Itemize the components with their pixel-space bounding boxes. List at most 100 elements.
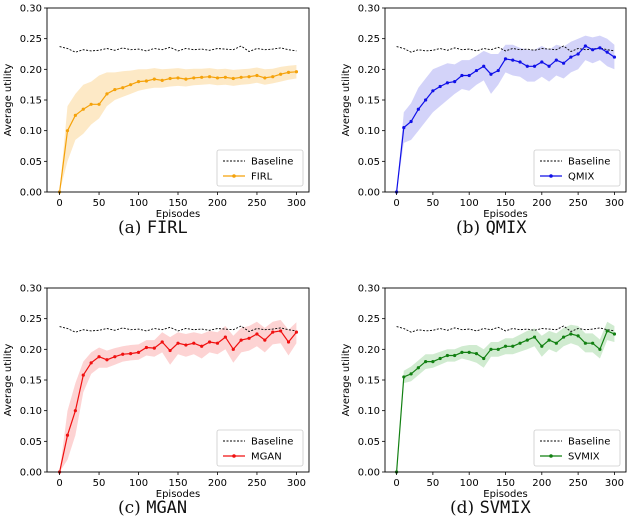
mgan-point xyxy=(247,337,250,340)
legend-baseline-label: Baseline xyxy=(251,437,293,448)
svmix-point xyxy=(569,332,572,335)
mgan-point xyxy=(240,339,243,342)
svmix-point xyxy=(591,342,594,345)
x-tick-label: 300 xyxy=(605,478,624,489)
qmix-point xyxy=(446,81,449,84)
mgan-point xyxy=(271,331,274,334)
mgan-point xyxy=(279,329,282,332)
x-tick-label: 100 xyxy=(460,478,479,489)
x-tick-label: 0 xyxy=(56,478,62,489)
mgan-point xyxy=(232,348,235,351)
firl-point xyxy=(74,114,77,117)
legend-svmix-label: SVMIX xyxy=(568,452,600,463)
y-tick-label: 0.15 xyxy=(358,96,380,107)
qmix-point xyxy=(460,74,463,77)
mgan-point xyxy=(121,353,124,356)
qmix-point xyxy=(453,80,456,83)
firl-point xyxy=(295,70,298,73)
qmix-point xyxy=(431,89,434,92)
mgan-point xyxy=(255,332,258,335)
y-tick-label: 0.00 xyxy=(358,188,380,199)
y-tick-label: 0.25 xyxy=(358,34,380,45)
firl-point xyxy=(224,76,227,79)
x-tick-label: 250 xyxy=(247,478,266,489)
y-tick-label: 0.20 xyxy=(20,65,42,76)
firl-point xyxy=(200,76,203,79)
x-tick-label: 250 xyxy=(247,198,266,209)
y-axis-label: Average utility xyxy=(3,344,14,417)
qmix-point xyxy=(540,60,543,63)
legend-mgan-label: MGAN xyxy=(251,452,282,463)
mgan-point xyxy=(153,347,156,350)
firl-point xyxy=(240,76,243,79)
qmix-point xyxy=(562,62,565,65)
y-tick-label: 0.05 xyxy=(20,157,42,168)
y-tick-label: 0.30 xyxy=(358,284,380,295)
svmix-point xyxy=(606,329,609,332)
x-tick-label: 200 xyxy=(532,478,551,489)
x-tick-label: 0 xyxy=(56,198,62,209)
firl-point xyxy=(105,92,108,95)
legend-qmix-marker xyxy=(549,174,553,178)
y-tick-label: 0.00 xyxy=(20,188,42,199)
legend: Baseline SVMIX xyxy=(534,430,620,466)
qmix-point xyxy=(439,85,442,88)
y-axis-label: Average utility xyxy=(341,64,352,137)
firl-point xyxy=(255,74,258,77)
panel-qmix: 0.000.050.100.150.200.250.300 50 100 150 200… xyxy=(341,4,626,221)
qmix-point xyxy=(569,55,572,58)
legend: Baseline MGAN xyxy=(217,430,303,466)
mgan-point xyxy=(105,358,108,361)
firl-point xyxy=(247,75,250,78)
svmix-point xyxy=(489,348,492,351)
qmix-point xyxy=(497,69,500,72)
x-tick-label: 0 xyxy=(393,478,399,489)
y-tick-label: 0.00 xyxy=(20,468,42,479)
firl-point xyxy=(279,73,282,76)
firl-point xyxy=(137,80,140,83)
y-tick-label: 0.30 xyxy=(20,284,42,295)
x-tick-label: 50 xyxy=(427,198,440,209)
firl-point xyxy=(97,103,100,106)
svmix-point xyxy=(504,345,507,348)
mgan-point xyxy=(287,340,290,343)
y-tick-label: 0.10 xyxy=(358,126,380,137)
svmix-point xyxy=(526,339,529,342)
svmix-point xyxy=(598,348,601,351)
caption-c: (c) MGAN xyxy=(118,498,187,518)
svmix-point xyxy=(613,332,616,335)
x-tick-label: 200 xyxy=(208,198,227,209)
y-tick-label: 0.10 xyxy=(20,406,42,417)
mgan-point xyxy=(82,373,85,376)
svmix-point xyxy=(547,339,550,342)
x-tick-label: 50 xyxy=(93,478,106,489)
qmix-point xyxy=(402,126,405,129)
caption-c-prefix: (c) xyxy=(118,498,141,518)
mgan-point xyxy=(97,355,100,358)
panel-mgan: 0.00 0.05 0.10 0.15 0.20 0.25 0.30 0 50 100 150 200… xyxy=(3,284,309,501)
firl-point xyxy=(232,77,235,80)
legend-qmix-label: QMIX xyxy=(568,172,594,183)
legend-baseline-label: Baseline xyxy=(568,437,610,448)
firl-point xyxy=(82,108,85,111)
mgan-point xyxy=(169,349,172,352)
svmix-point xyxy=(511,345,514,348)
x-tick-label: 200 xyxy=(532,198,551,209)
y-tick-label: 0.10 xyxy=(358,406,380,417)
svmix-point xyxy=(424,360,427,363)
mgan-point xyxy=(200,345,203,348)
x-tick-label: 0 xyxy=(393,198,399,209)
caption-a: (a) FIRL xyxy=(118,218,188,238)
y-tick-label: 0.10 xyxy=(20,126,42,137)
qmix-point xyxy=(598,46,601,49)
y-tick-label: 0.25 xyxy=(20,314,42,325)
y-tick-label: 0.25 xyxy=(20,34,42,45)
svmix-point xyxy=(518,342,521,345)
svmix-point xyxy=(417,366,420,369)
legend: BaselineFIRL xyxy=(217,150,303,186)
qmix-point xyxy=(475,69,478,72)
mgan-point xyxy=(192,342,195,345)
x-tick-label: 50 xyxy=(93,198,106,209)
firl-point xyxy=(216,76,219,79)
